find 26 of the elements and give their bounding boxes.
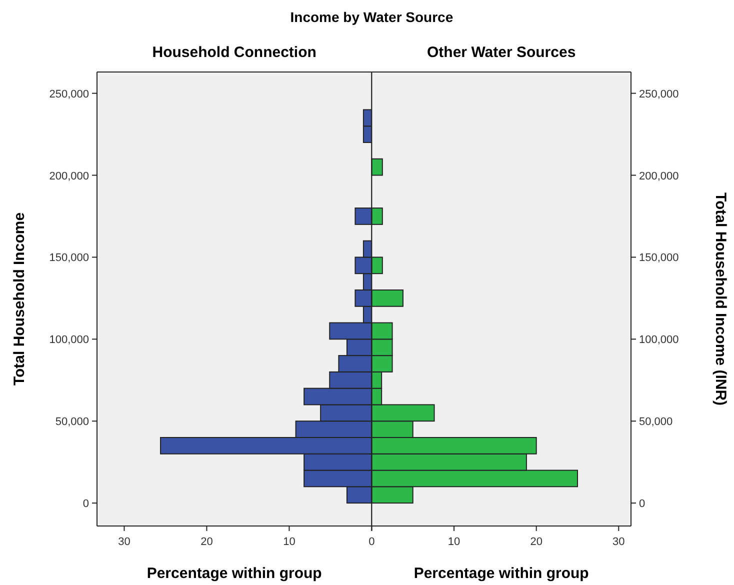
x-tick-label: 10 <box>448 536 460 548</box>
x-tick-label: 20 <box>530 536 542 548</box>
y-tick-label: 50,000 <box>55 416 89 428</box>
y-tick-label: 0 <box>82 498 89 510</box>
y-axis-title: Total Household Income (INR) <box>712 192 729 406</box>
y-tick-label: 50,000 <box>639 416 673 428</box>
y-tick-label: 250,000 <box>639 88 679 100</box>
y-tick-label: 100,000 <box>639 334 679 346</box>
x-tick-label: 10 <box>283 536 296 548</box>
y-tick-label: 150,000 <box>639 252 679 264</box>
y-tick-label: 250,000 <box>49 88 89 100</box>
x-tick-label: 0 <box>368 536 375 548</box>
chart-title: Income by Water Source <box>290 9 454 25</box>
y-tick-label: 150,000 <box>49 252 89 264</box>
chart-subtitle: Household Connection <box>152 44 316 61</box>
x-tick-label: 30 <box>612 536 625 548</box>
x-tick-label: 30 <box>118 536 130 548</box>
y-tick-label: 100,000 <box>49 334 89 346</box>
x-axis-title: Percentage within group <box>414 565 589 582</box>
y-tick-label: 0 <box>639 498 646 510</box>
x-axis-title: Percentage within group <box>146 565 322 582</box>
y-tick-label: 200,000 <box>49 170 89 182</box>
chart-subtitle: Other Water Sources <box>427 44 576 61</box>
y-axis-title: Total Household Income <box>11 212 28 386</box>
y-tick-label: 200,000 <box>639 170 679 182</box>
x-tick-label: 20 <box>200 536 213 548</box>
